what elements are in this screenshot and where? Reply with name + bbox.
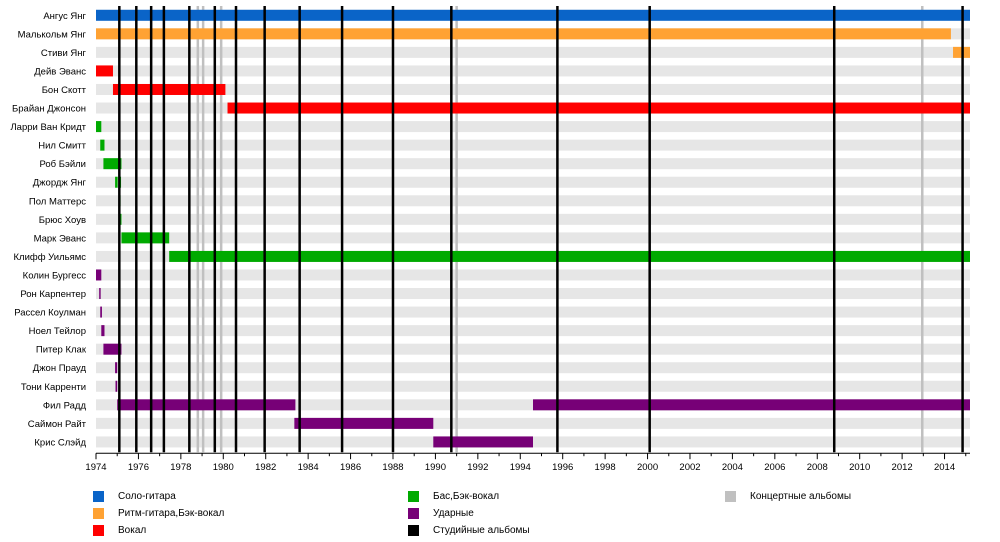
member-label: Колин Бургесс [23,270,87,281]
x-axis: 1974 1976 1978 1980 1982 1984 1986 1988 1990 1992… [85,452,970,473]
row-background [96,65,970,77]
row-background [96,417,970,429]
x-tick-label: 2006 [764,462,785,473]
studio-album-lines-layer [118,6,964,453]
x-tick-label: 1976 [128,462,149,473]
member-bar-drums [100,306,102,318]
x-tick-label: 1986 [340,462,361,473]
row-background [96,83,970,95]
member-label: Джордж Янг [33,178,87,189]
member-bar-drums [115,362,118,374]
member-label: Ноел Тейлор [29,326,86,337]
row-background [96,325,970,337]
member-label: Крис Слэйд [34,437,86,448]
row-background [96,195,970,207]
x-tick-label: 1992 [467,462,488,473]
member-bars-layer [96,9,970,448]
member-bar-drums [117,399,296,411]
x-tick-label: 1988 [382,462,403,473]
x-tick-label: 1990 [425,462,446,473]
member-label: Малькольм Янг [18,29,87,40]
x-tick-label: 1994 [510,462,531,473]
member-label: Фил Радд [43,400,87,411]
member-label: Марк Эванс [34,233,87,244]
member-label: Рассел Коулман [14,308,86,319]
member-bar-drums [96,269,102,281]
row-background [96,176,970,188]
row-background [96,139,970,151]
x-tick-label: 1998 [595,462,616,473]
x-tick-label: 1974 [85,462,106,473]
member-label: Тони Карренти [21,382,86,393]
member-label: Ларри Ван Кридт [10,122,86,133]
row-background [96,232,970,244]
member-bar-drums [533,399,970,411]
member-bar-drums [99,288,101,300]
member-label: Брюс Хоув [39,215,86,226]
member-bar-drums [103,343,122,355]
x-tick-label: 1996 [552,462,573,473]
member-bar-bass [121,232,170,244]
member-bar-bass [115,176,118,188]
member-bar-drums [101,325,105,337]
row-background [96,269,970,281]
member-label: Стиви Янг [41,48,87,59]
x-tick-label: 2010 [849,462,870,473]
x-tick-label: 1984 [298,462,319,473]
member-bar-bass [169,250,970,262]
member-label: Дейв Эванс [34,66,86,77]
x-tick-label: 2012 [892,462,913,473]
member-label: Нил Смитт [38,141,86,152]
member-bar-bass [96,121,102,133]
row-background [96,46,970,58]
member-label: Пол Маттерс [29,196,86,207]
member-bar-bass [103,158,122,170]
member-labels-layer: Ангус Янг Малькольм Янг Стиви Янг Дейв Эван… [10,11,86,449]
row-background [96,306,970,318]
member-label: Клифф Уильямс [14,252,87,263]
member-label: Брайан Джонсон [12,104,86,115]
x-tick-label: 2000 [637,462,658,473]
member-label: Бон Скотт [42,85,87,96]
x-tick-label: 1978 [170,462,191,473]
row-background-layer [96,9,970,448]
x-tick-label: 2008 [807,462,828,473]
member-label: Роб Бэйли [39,159,86,170]
x-tick-label: 2002 [679,462,700,473]
member-label: Джон Прауд [33,363,87,374]
live-album-lines-layer [196,6,924,453]
row-background [96,158,970,170]
row-background [96,121,970,133]
row-background [96,362,970,374]
member-bar-solo [96,9,970,21]
member-bar-rhythm [96,28,951,40]
member-bar-vocal [227,102,970,114]
x-tick-label: 2004 [722,462,743,473]
member-bar-vocal [96,65,113,77]
x-tick-label: 1980 [213,462,234,473]
member-bar-bass [100,139,105,151]
x-tick-label: 1982 [255,462,276,473]
row-background [96,288,970,300]
member-label: Ангус Янг [43,11,86,22]
member-label: Рон Карпентер [20,289,86,300]
member-bar-vocal [112,83,226,95]
row-background [96,213,970,225]
member-label: Питер Клак [36,345,87,356]
row-background [96,343,970,355]
member-bar-drums [294,417,434,429]
row-background [96,380,970,392]
member-label: Саймон Райт [28,419,87,430]
member-bar-drums [433,436,533,448]
x-tick-label: 2014 [934,462,955,473]
member-bar-bass [119,213,122,225]
member-bar-drums [115,380,118,392]
